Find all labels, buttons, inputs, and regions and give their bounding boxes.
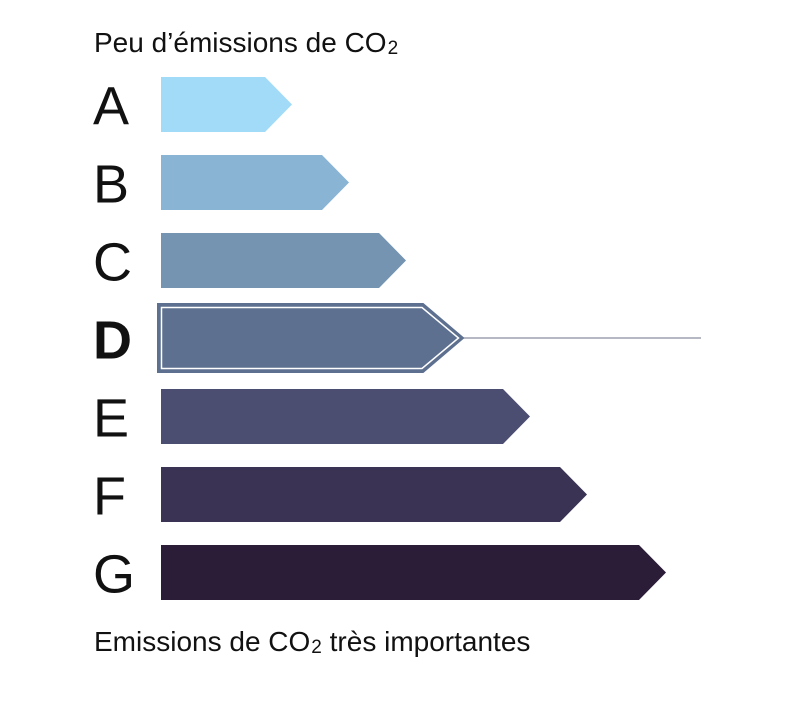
- bottom-caption-subscript: 2: [311, 637, 322, 658]
- scale-bottom-caption: Emissions de CO2 très importantes: [94, 626, 531, 658]
- bar-e: [161, 389, 530, 444]
- bar-f: [161, 467, 587, 522]
- class-label-d: D: [93, 311, 132, 371]
- bar-d-highlight-outline: [160, 306, 460, 370]
- bottom-caption-text-2: très importantes: [321, 626, 531, 657]
- class-label-f: F: [93, 467, 126, 527]
- bar-c: [161, 233, 406, 288]
- class-label-a: A: [93, 77, 129, 137]
- bar-a: [161, 77, 292, 132]
- bar-d: [157, 303, 465, 373]
- bar-g: [161, 545, 666, 600]
- class-label-b: B: [93, 155, 129, 215]
- scale-top-caption: Peu d’émissions de CO2: [94, 27, 399, 59]
- bar-b: [161, 155, 349, 210]
- class-label-c: C: [93, 233, 132, 293]
- top-caption-text: Peu d’émissions de CO: [94, 27, 387, 58]
- top-caption-subscript: 2: [387, 38, 399, 59]
- class-label-g: G: [93, 545, 135, 605]
- bottom-caption-text-1: Emissions de CO: [94, 626, 311, 657]
- class-label-e: E: [93, 389, 129, 449]
